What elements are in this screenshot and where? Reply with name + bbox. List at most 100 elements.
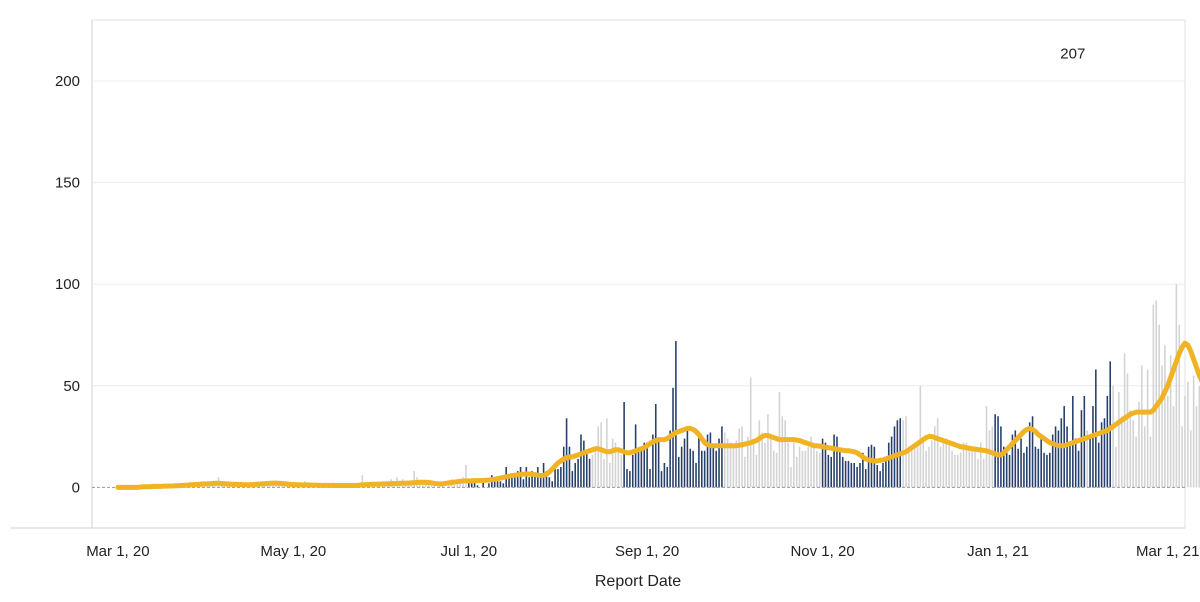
bar <box>968 446 971 488</box>
bar <box>1037 448 1040 488</box>
y-tick-label: 100 <box>55 276 80 293</box>
bar <box>933 426 936 488</box>
bar <box>709 432 712 488</box>
bar <box>873 446 876 488</box>
bar <box>948 440 950 488</box>
bar <box>913 448 916 488</box>
bar <box>577 458 579 488</box>
bar <box>767 414 769 488</box>
bar <box>591 454 594 488</box>
bar <box>266 485 269 488</box>
bar <box>1152 304 1155 488</box>
bar <box>545 471 548 488</box>
bar <box>660 471 663 488</box>
bar <box>1026 446 1028 488</box>
bar <box>795 456 798 488</box>
bar <box>1115 446 1117 488</box>
bar <box>631 454 634 488</box>
bar <box>764 442 766 488</box>
bar <box>442 485 444 488</box>
bar <box>519 467 522 488</box>
bar <box>982 458 985 488</box>
bar <box>597 426 600 488</box>
bar <box>781 416 784 488</box>
bar <box>626 469 628 488</box>
bar <box>793 442 795 488</box>
bar <box>841 456 844 488</box>
bar <box>824 442 827 488</box>
bar <box>724 432 726 488</box>
bar <box>531 471 533 488</box>
bar <box>666 467 669 488</box>
bar <box>1143 426 1146 488</box>
bar <box>1060 418 1063 488</box>
bar <box>611 438 614 488</box>
bar <box>654 404 657 488</box>
bar <box>539 473 542 488</box>
bar <box>856 467 858 488</box>
bar <box>614 442 617 488</box>
bar <box>1040 434 1042 488</box>
bar <box>994 414 996 488</box>
bar <box>1120 416 1123 488</box>
bar <box>548 477 551 488</box>
bar <box>677 456 680 488</box>
bar <box>954 454 956 488</box>
bar <box>453 483 456 488</box>
bar <box>534 475 536 488</box>
bar <box>790 467 792 488</box>
bar <box>427 483 430 488</box>
bar <box>761 432 763 488</box>
bar <box>663 462 666 488</box>
bar <box>689 448 692 488</box>
bar <box>413 471 415 488</box>
y-tick-labels: 0 50 100 150 200 <box>55 73 80 496</box>
x-tick-label: May 1, 20 <box>260 543 326 560</box>
bar <box>997 416 999 488</box>
bar <box>459 481 461 488</box>
bar <box>695 462 697 488</box>
daily-bars <box>154 284 1200 488</box>
bar <box>813 442 815 488</box>
bar <box>1083 395 1086 488</box>
bar <box>721 426 723 488</box>
bar <box>1112 385 1114 488</box>
bar <box>939 446 942 488</box>
bar <box>738 428 740 488</box>
bar <box>1057 430 1060 488</box>
bar <box>862 452 864 488</box>
bar <box>1092 406 1094 488</box>
bar <box>528 477 530 488</box>
bar <box>703 450 706 488</box>
bar <box>1014 430 1017 488</box>
bar <box>692 450 694 488</box>
bar <box>747 436 749 488</box>
bar <box>1017 448 1019 488</box>
bar <box>879 471 881 488</box>
bar <box>772 450 775 488</box>
bar <box>770 438 772 488</box>
bar <box>686 426 689 488</box>
bar <box>562 446 565 488</box>
bar <box>818 452 821 488</box>
bar <box>600 422 602 488</box>
bar <box>1100 422 1103 488</box>
bar <box>508 477 510 488</box>
bar <box>810 436 812 488</box>
bar <box>962 442 965 488</box>
bar <box>712 446 715 488</box>
moving-average-line <box>115 340 1200 490</box>
bar <box>669 430 671 488</box>
bar <box>1129 410 1132 488</box>
bar <box>643 442 646 488</box>
bar <box>565 418 568 488</box>
bar <box>585 450 588 488</box>
bar <box>836 436 838 488</box>
x-tick-label: Mar 1, 21 <box>1136 543 1199 560</box>
bar <box>919 385 922 488</box>
bar <box>922 438 925 488</box>
bar <box>729 442 732 488</box>
plot-area <box>91 19 1186 529</box>
bar <box>283 485 286 488</box>
bar <box>882 462 884 488</box>
